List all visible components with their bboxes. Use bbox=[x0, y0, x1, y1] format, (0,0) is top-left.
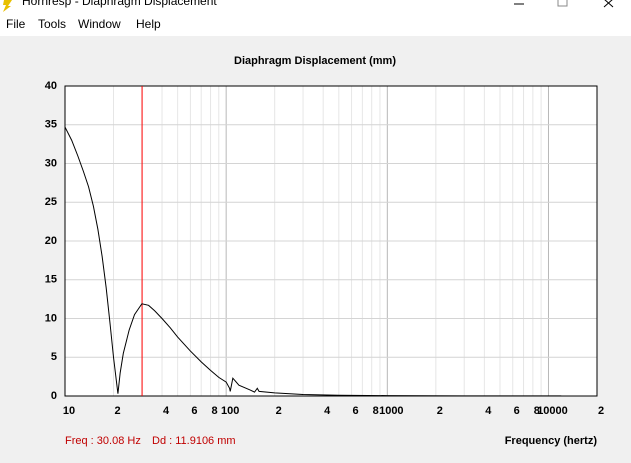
y-tick-label: 5 bbox=[51, 351, 57, 363]
cursor-freq: Freq : 30.08 Hz bbox=[65, 435, 141, 447]
x-tick-label: 2 bbox=[598, 405, 604, 417]
displacement-line bbox=[64, 126, 562, 397]
menu-item[interactable]: Tools bbox=[38, 17, 66, 31]
menu-item[interactable]: Window bbox=[78, 17, 121, 31]
plot-frame bbox=[64, 85, 598, 397]
x-tick-label: 10000 bbox=[537, 405, 568, 417]
x-tick-label: 2 bbox=[276, 405, 282, 417]
y-tick-label: 10 bbox=[45, 312, 57, 324]
x-tick-label: 8 bbox=[373, 405, 379, 417]
y-tick-label: 20 bbox=[45, 235, 57, 247]
x-tick-label: 6 bbox=[353, 405, 359, 417]
x-tick-label: 100 bbox=[221, 405, 239, 417]
menu-item[interactable]: Help bbox=[136, 17, 161, 31]
x-tick-label: 2 bbox=[437, 405, 443, 417]
y-tick-label: 30 bbox=[45, 157, 57, 169]
cursor-dd: Dd : 11.9106 mm bbox=[152, 435, 236, 447]
maximize-button[interactable] bbox=[557, 0, 568, 7]
window-title: Hornresp - Diaphragm Displacement bbox=[22, 0, 217, 8]
menu-item[interactable]: File bbox=[6, 17, 26, 31]
x-tick-label: 8 bbox=[534, 405, 540, 417]
x-tick-label: 6 bbox=[514, 405, 520, 417]
x-tick-label: 8 bbox=[211, 405, 217, 417]
chart-title: Diaphragm Displacement (mm) bbox=[234, 55, 396, 67]
x-tick-label: 1000 bbox=[379, 405, 403, 417]
x-tick-label: 2 bbox=[114, 405, 120, 417]
x-tick-label: 4 bbox=[485, 405, 492, 417]
x-tick-label: 6 bbox=[191, 405, 197, 417]
x-tick-label: 4 bbox=[163, 405, 170, 417]
y-tick-label: 35 bbox=[45, 119, 57, 131]
app-icon bbox=[3, 0, 12, 12]
y-tick-label: 25 bbox=[45, 196, 57, 208]
y-tick-label: 0 bbox=[51, 390, 57, 402]
y-tick-label: 15 bbox=[45, 274, 57, 286]
x-axis-label: Frequency (hertz) bbox=[505, 435, 598, 447]
x-tick-label: 4 bbox=[324, 405, 331, 417]
x-tick-label: 10 bbox=[63, 405, 75, 417]
y-tick-label: 40 bbox=[45, 80, 57, 92]
close-button[interactable] bbox=[603, 0, 614, 8]
